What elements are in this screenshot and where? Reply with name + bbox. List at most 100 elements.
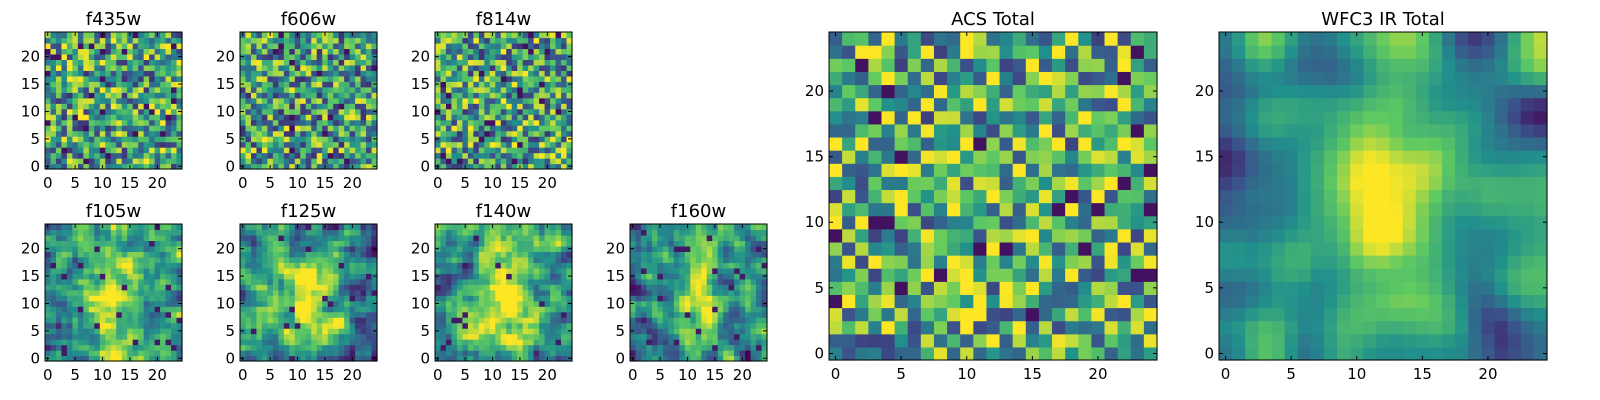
heatmap-cell <box>138 108 145 115</box>
heatmap-cell <box>829 215 843 230</box>
heatmap-cell <box>484 152 491 159</box>
heatmap-cell <box>110 306 117 313</box>
heatmap-cell <box>533 234 540 242</box>
heatmap-cell <box>256 53 263 60</box>
heatmap-cell <box>165 224 172 231</box>
heatmap-cell <box>440 245 447 252</box>
heatmap-cell <box>462 251 469 258</box>
heatmap-cell <box>456 59 463 66</box>
heatmap-cell <box>250 278 258 285</box>
heatmap-cell <box>278 289 285 296</box>
heatmap-cell <box>706 311 713 318</box>
heatmap-cell <box>533 141 540 148</box>
heatmap-cell <box>947 241 961 256</box>
heatmap-cell <box>66 245 73 252</box>
heatmap-cell <box>511 59 518 66</box>
y-tick-label: 0 <box>30 349 40 367</box>
heatmap-cell <box>495 108 502 115</box>
heatmap-cell <box>723 251 730 258</box>
heatmap-cell <box>61 355 68 362</box>
heatmap-cell <box>66 136 73 143</box>
heatmap-cell <box>77 300 84 307</box>
heatmap-cell <box>50 284 57 291</box>
heatmap-cell <box>712 251 719 258</box>
heatmap-cell <box>986 163 1001 177</box>
heatmap-cell <box>154 125 161 132</box>
heatmap-cell <box>761 240 768 247</box>
heatmap-cell <box>566 333 573 340</box>
heatmap-cell <box>533 251 540 258</box>
heatmap-cell <box>283 339 290 346</box>
heatmap-cell <box>528 125 535 132</box>
heatmap-cell <box>94 125 101 132</box>
x-tick-label: 0 <box>238 174 248 192</box>
heatmap-cell <box>566 48 573 55</box>
heatmap-cell <box>176 70 183 77</box>
heatmap-cell <box>495 86 502 93</box>
heatmap-cell <box>495 125 502 132</box>
y-tick-label: 15 <box>411 267 430 285</box>
heatmap-cell <box>344 103 351 110</box>
heatmap-cell <box>684 311 691 318</box>
heatmap-cell <box>322 273 329 280</box>
heatmap-cell <box>522 355 529 362</box>
heatmap-cell <box>88 311 95 318</box>
heatmap-cell <box>489 234 496 242</box>
heatmap-cell <box>630 333 637 340</box>
heatmap-cell <box>986 307 1001 322</box>
heatmap-cell <box>300 339 307 346</box>
heatmap-cell <box>360 81 367 88</box>
heatmap-cell <box>176 289 183 296</box>
heatmap-cell <box>316 322 323 329</box>
heatmap-cell <box>467 130 474 137</box>
heatmap-cell <box>149 262 156 269</box>
heatmap-cell <box>355 311 362 318</box>
heatmap-cell <box>83 317 90 324</box>
heatmap-cell <box>712 278 719 285</box>
heatmap-cell <box>77 256 84 263</box>
heatmap-cell <box>154 75 161 82</box>
heatmap-cell <box>986 215 1001 230</box>
heatmap-cell <box>355 70 362 77</box>
heatmap-cell <box>344 125 351 132</box>
heatmap-cell <box>94 262 101 269</box>
heatmap-cell <box>316 273 323 280</box>
heatmap-cell <box>451 48 458 55</box>
heatmap-cell <box>305 355 312 362</box>
heatmap-cell <box>673 245 680 252</box>
heatmap-cell <box>489 48 496 55</box>
heatmap-cell <box>445 152 453 159</box>
heatmap-cell <box>489 300 496 307</box>
heatmap-cell <box>473 103 480 110</box>
heatmap-cell <box>435 306 442 313</box>
heatmap-cell <box>734 267 741 274</box>
heatmap-cell <box>245 130 252 137</box>
heatmap-cell <box>261 284 268 291</box>
heatmap-cell <box>539 229 546 236</box>
heatmap-cell <box>240 119 247 126</box>
heatmap-cell <box>920 294 935 309</box>
heatmap-cell <box>451 273 458 280</box>
heatmap-cell <box>717 234 724 242</box>
heatmap-cell <box>50 64 57 71</box>
heatmap-cell <box>517 81 524 88</box>
heatmap-cell <box>511 103 518 110</box>
heatmap-cell <box>894 294 909 309</box>
heatmap-cell <box>50 311 57 318</box>
heatmap-cell <box>684 322 691 329</box>
heatmap-cell <box>511 42 518 50</box>
heatmap-cell <box>94 284 101 291</box>
heatmap-cell <box>657 267 664 274</box>
heatmap-cell <box>920 268 935 282</box>
heatmap-cell <box>947 268 961 282</box>
heatmap-cell <box>544 64 551 71</box>
heatmap-cell <box>149 284 156 291</box>
heatmap-cell <box>679 311 686 318</box>
heatmap-cell <box>544 48 551 55</box>
heatmap-cell <box>684 229 691 236</box>
heatmap-cell <box>289 311 296 318</box>
heatmap-cell <box>500 130 507 137</box>
heatmap-cell <box>250 240 258 247</box>
panel-title: f435w <box>86 9 141 30</box>
heatmap-cell <box>316 92 323 99</box>
